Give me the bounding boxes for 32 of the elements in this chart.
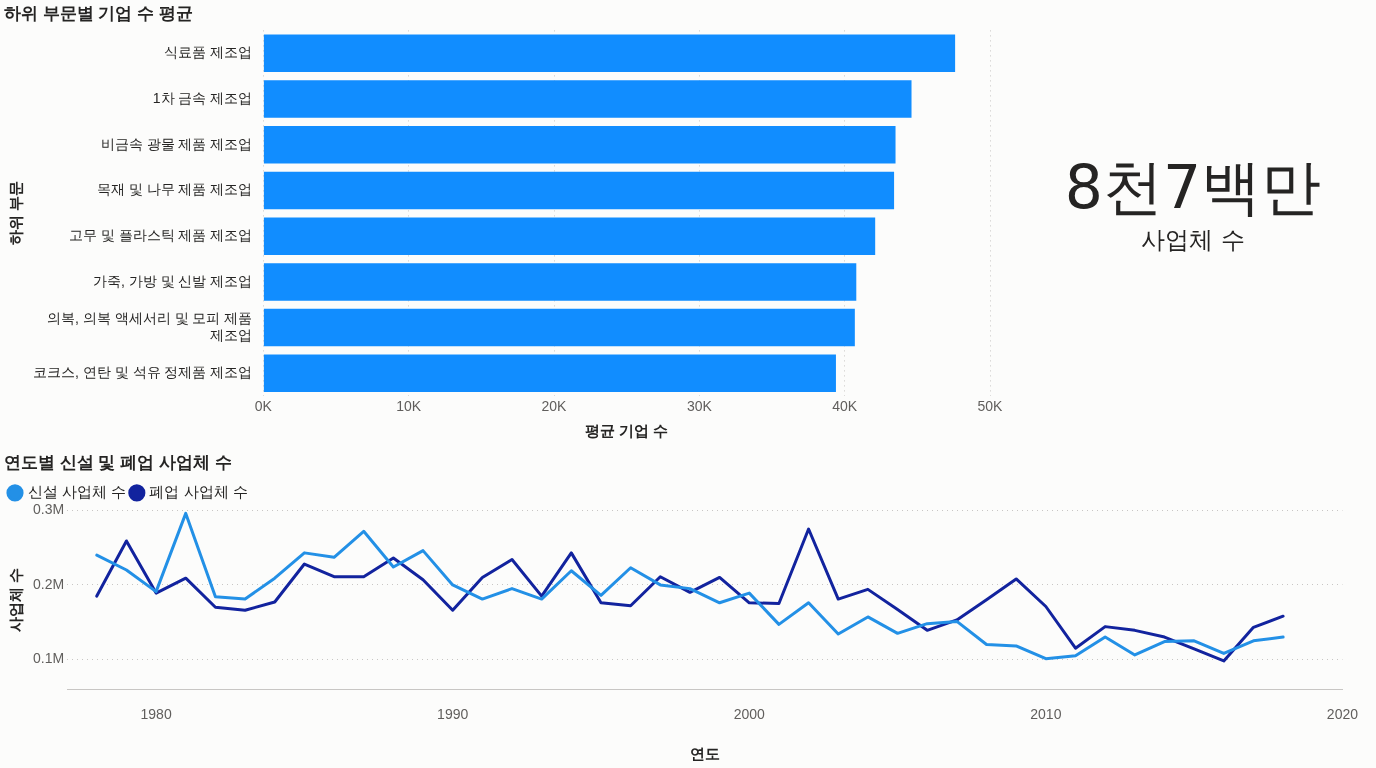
y-tick-label: 가죽, 가방 및 신발 제조업 [92, 272, 253, 289]
x-axis-title: 평균 기업 수 [585, 422, 669, 440]
y-tick-label: 코크스, 연탄 및 석유 정제품 제조업 [32, 364, 253, 381]
legend-label: 신설 사업체 수 [27, 483, 126, 501]
y-tick-label: 의복, 의복 액세서리 및 모피 제품 제조업 [46, 310, 253, 343]
x-tick-label: 1980 [140, 706, 172, 723]
x-tick-label: 0K [254, 398, 273, 415]
y-tick-label: 식료품 제조업 [164, 44, 253, 61]
chart-title: 연도별 신설 및 폐업 사업체 수 [4, 452, 232, 472]
y-tick-label: 목재 및 나무 제품 제조업 [96, 181, 253, 198]
y-axis-title: 사업체 수 [7, 567, 25, 632]
text: 사업체 수 [1141, 225, 1245, 256]
x-tick-label: 50K [977, 398, 1004, 415]
y-tick-label: 비금속 광물 제품 제조업 [100, 135, 253, 152]
x-tick-label: 40K [832, 398, 858, 415]
x-axis-title: 연도 [689, 745, 720, 763]
x-tick-label: 30K [686, 398, 713, 415]
x-tick-label: 2000 [733, 706, 766, 723]
y-axis-title: 하위 부문 [7, 181, 25, 246]
text: 하위 부문별 기업 수 평균 [4, 3, 193, 23]
x-tick-label: 2010 [1030, 706, 1062, 723]
x-tick-label: 10K [396, 398, 422, 415]
y-tick-label: 1차 금속 제조업 [152, 89, 253, 106]
y-tick-label: 0.3M [33, 501, 65, 518]
x-tick-label: 1990 [437, 706, 469, 723]
legend-label: 폐업 사업체 수 [149, 483, 248, 501]
text: 8천7백만 [1064, 152, 1322, 222]
y-tick-label: 0.2M [33, 575, 65, 592]
y-tick-label: 고무 및 플라스틱 제품 제조업 [68, 227, 253, 244]
x-tick-label: 2020 [1326, 706, 1359, 723]
y-tick-label: 0.1M [33, 650, 65, 667]
x-tick-label: 20K [541, 398, 568, 415]
